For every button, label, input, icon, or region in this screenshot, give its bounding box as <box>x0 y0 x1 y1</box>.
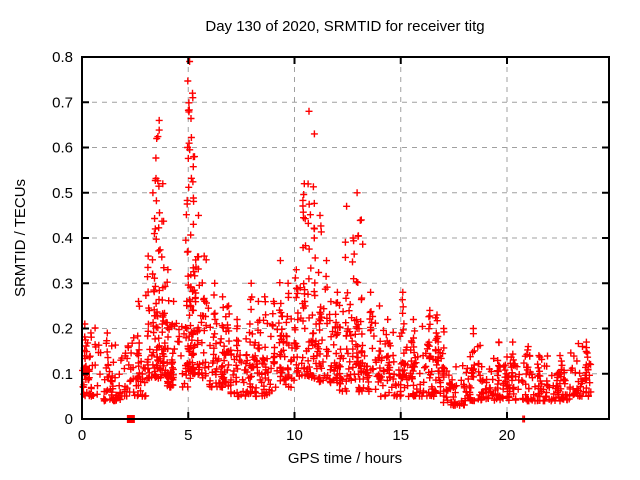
scatter-points-path <box>79 58 595 409</box>
y-tick-label: 0.7 <box>52 94 73 111</box>
x-axis-label: GPS time / hours <box>288 450 402 467</box>
y-tick-label: 0 <box>65 411 73 428</box>
data-points <box>79 58 595 423</box>
y-axis-label: SRMTID / TECUs <box>12 179 29 297</box>
y-tick-label: 0.4 <box>52 230 73 247</box>
x-tick-label: 0 <box>78 427 86 444</box>
tick-labels: 0 5 10 15 20 0 0.1 0.2 0.3 0.4 0.5 0.6 0.7 0.8 <box>52 49 515 444</box>
chart-title: Day 130 of 2020, SRMTID for receiver tit… <box>205 18 484 35</box>
x-tick-label: 15 <box>392 427 409 444</box>
y-tick-label: 0.3 <box>52 275 73 292</box>
y-tick-label: 0.5 <box>52 185 73 202</box>
plot-frame <box>81 56 610 420</box>
x-tick-label: 10 <box>286 427 303 444</box>
y-tick-label: 0.2 <box>52 321 73 338</box>
x-tick-label: 5 <box>184 427 192 444</box>
y-tick-label: 0.8 <box>52 49 73 66</box>
grid-lines <box>82 57 609 419</box>
x-tick-label: 20 <box>499 427 516 444</box>
y-tick-label: 0.6 <box>52 140 73 157</box>
y-tick-label: 0.1 <box>52 366 73 383</box>
